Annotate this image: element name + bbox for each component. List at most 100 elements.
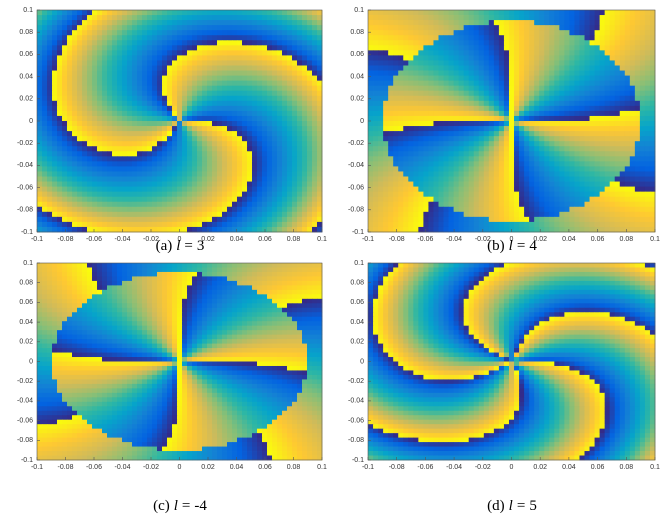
phase-cell: [639, 75, 646, 82]
phase-cell: [433, 141, 439, 147]
phase-cell: [82, 40, 88, 46]
phase-cell: [579, 35, 585, 41]
phase-cell: [383, 186, 389, 193]
phase-cell: [584, 181, 590, 187]
phase-cell: [589, 15, 595, 21]
phase-cell: [453, 206, 460, 213]
phase-cell: [493, 146, 500, 152]
phase-cell: [629, 35, 636, 41]
phase-cell: [433, 100, 439, 107]
phase-cell: [257, 70, 263, 76]
phase-cell: [77, 186, 83, 193]
phase-cell: [202, 70, 208, 76]
phase-cell: [132, 55, 138, 61]
phase-cell: [468, 181, 475, 187]
phase-cell: [297, 146, 303, 152]
phase-cell: [448, 50, 454, 56]
phase-cell: [579, 126, 585, 132]
phase-cell: [152, 50, 158, 56]
phase-cell: [247, 186, 253, 193]
phase-cell: [443, 171, 449, 177]
phase-cell: [277, 221, 283, 228]
phase-cell: [67, 70, 73, 76]
phase-cell: [493, 201, 500, 208]
phase-cell: [207, 126, 213, 132]
phase-cell: [488, 70, 495, 76]
phase-cell: [524, 60, 530, 66]
phase-cell: [579, 20, 585, 26]
phase-cell: [257, 221, 263, 228]
phase-cell: [503, 10, 510, 16]
phase-cell: [87, 35, 93, 41]
phase-cell: [117, 60, 123, 66]
phase-cell: [237, 75, 243, 82]
phase-cell: [237, 70, 243, 76]
phase-cell: [413, 95, 419, 102]
phase-cell: [368, 216, 374, 223]
phase-cell: [393, 100, 399, 107]
phase-cell: [307, 131, 313, 137]
phase-cell: [584, 166, 590, 172]
phase-cell: [423, 176, 429, 182]
phase-cell: [428, 55, 434, 61]
phase-cell: [639, 40, 646, 46]
phase-cell: [72, 151, 78, 157]
phase-cell: [52, 136, 58, 142]
phase-cell: [67, 75, 73, 82]
phase-cell: [202, 161, 208, 167]
phase-cell: [544, 25, 550, 31]
phase-cell: [483, 121, 490, 127]
phase-cell: [438, 211, 444, 218]
phase-cell: [368, 166, 374, 172]
phase-cell: [242, 65, 248, 71]
phase-cell: [544, 166, 550, 172]
phase-cell: [579, 221, 585, 228]
phase-cell: [508, 141, 515, 147]
phase-cell: [237, 65, 243, 71]
x-tick-label: 0.08: [287, 236, 301, 243]
phase-cell: [102, 181, 108, 187]
phase-cell: [569, 131, 575, 137]
phase-cell: [508, 115, 515, 122]
phase-cell: [132, 176, 138, 182]
phase-cell: [287, 186, 293, 193]
phase-cell: [277, 105, 283, 112]
phase-cell: [237, 10, 243, 16]
phase-cell: [554, 30, 560, 36]
phase-cell: [604, 156, 611, 162]
phase-cell: [47, 15, 53, 21]
phase-cell: [589, 45, 595, 51]
phase-cell: [508, 211, 515, 218]
phase-cell: [132, 156, 138, 162]
phase-cell: [388, 136, 394, 142]
phase-cell: [107, 166, 113, 172]
phase-cell: [227, 141, 233, 147]
phase-cell: [589, 201, 595, 208]
phase-cell: [277, 60, 283, 66]
phase-cell: [453, 110, 460, 117]
phase-cell: [162, 60, 168, 66]
phase-cell: [599, 100, 606, 107]
phase-cell: [97, 156, 103, 162]
phase-cell: [468, 211, 475, 218]
phase-cell: [388, 115, 394, 122]
phase-cell: [428, 166, 434, 172]
phase-cell: [408, 171, 414, 177]
phase-cell: [312, 30, 318, 36]
phase-cell: [82, 25, 88, 31]
phase-cell: [453, 186, 460, 193]
phase-cell: [433, 15, 439, 21]
phase-cell: [267, 226, 273, 233]
phase-cell: [514, 196, 520, 203]
phase-cell: [458, 121, 465, 127]
phase-cell: [564, 10, 570, 16]
phase-cell: [408, 191, 414, 198]
phase-cell: [67, 90, 73, 97]
phase-cell: [493, 156, 500, 162]
phase-cell: [162, 181, 168, 187]
phase-cell: [649, 20, 656, 26]
phase-cell: [282, 151, 288, 157]
phase-cell: [97, 80, 103, 87]
phase-cell: [463, 186, 470, 193]
phase-cell: [307, 115, 313, 122]
